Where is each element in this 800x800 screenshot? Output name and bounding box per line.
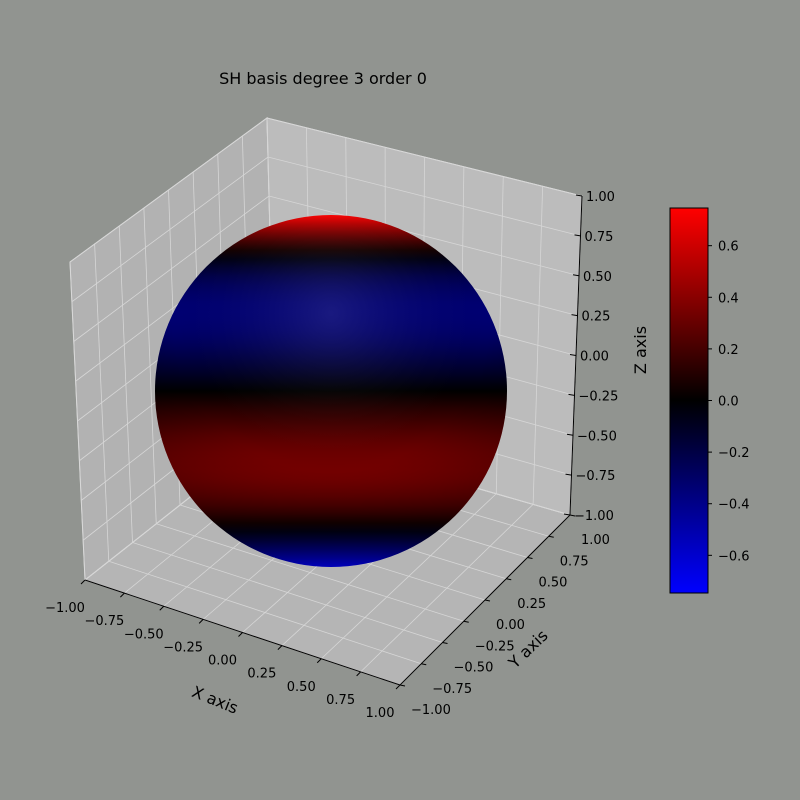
y-tick-label: −0.25 — [475, 639, 515, 654]
x-tick-mark — [159, 605, 165, 611]
z-tick-mark — [566, 433, 574, 436]
sphere-shading — [155, 215, 507, 567]
x-tick-mark — [316, 658, 322, 664]
z-tick-label: −1.00 — [574, 509, 614, 524]
x-ticks: −1.00−0.75−0.50−0.25 0.00 0.25 0.50 0.75 1.00 — [45, 579, 401, 721]
x-tick-label: 0.50 — [287, 680, 316, 695]
chart-title: SH basis degree 3 order 0 — [219, 69, 427, 88]
x-tick-label: −0.25 — [163, 640, 203, 655]
x-tick-label: 0.75 — [326, 693, 355, 708]
y-tick-mark — [569, 514, 576, 517]
y-tick-label: 1.00 — [581, 533, 610, 548]
colorbar-tick-label: 0.0 — [718, 395, 739, 410]
x-tick-mark — [356, 671, 361, 677]
x-tick-label: 0.25 — [247, 667, 276, 682]
z-tick-label: −0.50 — [577, 429, 617, 444]
z-axis-label: Z axis — [631, 326, 650, 374]
z-tick-mark — [572, 274, 580, 277]
x-tick-label: 1.00 — [366, 706, 395, 721]
z-tick-label: 0.50 — [583, 270, 612, 285]
x-tick-mark — [80, 579, 86, 585]
colorbar: −0.6 −0.4 −0.2 0.0 0.2 0.4 0.6 — [669, 207, 750, 594]
y-tick-label: 0.00 — [496, 618, 525, 633]
x-axis-label: X axis — [189, 682, 241, 718]
z-tick-mark — [568, 393, 575, 396]
z-tick-label: 0.00 — [580, 350, 609, 365]
x-tick-mark — [238, 632, 243, 637]
y-gridline — [94, 243, 422, 665]
colorbar-tick-label: 0.6 — [718, 240, 739, 255]
y-tick-mark — [463, 620, 469, 623]
y-tick-label: −0.75 — [432, 682, 472, 697]
z-gridline — [69, 117, 583, 263]
z-ticks: −1.00 −0.75 −0.50 −0.25 0.00 0.25 0.50 0.75 1.00 — [563, 190, 619, 524]
z-tick-mark — [574, 234, 581, 237]
y-tick-mark — [399, 684, 406, 687]
colorbar-tick-label: −0.4 — [718, 498, 750, 513]
z-tick-label: −0.75 — [576, 469, 616, 484]
z-tick-mark — [563, 513, 571, 516]
y-tick-mark — [421, 663, 427, 666]
x-tick-label: 0.00 — [208, 654, 237, 669]
x-tick-mark — [198, 619, 204, 624]
z-tick-label: 0.25 — [582, 310, 611, 325]
z-tick-mark — [575, 194, 583, 197]
colorbar-body — [669, 207, 709, 594]
z-tick-mark — [569, 354, 577, 356]
z-tick-label: 0.75 — [585, 230, 614, 245]
y-gridline — [118, 225, 443, 643]
y-tick-mark — [442, 642, 448, 644]
y-tick-label: 0.25 — [517, 597, 546, 612]
y-tick-mark — [506, 578, 512, 581]
colorbar-tick-label: 0.4 — [718, 291, 739, 306]
y-gridline — [143, 207, 464, 622]
colorbar-tick-label: 0.2 — [718, 343, 739, 358]
colorbar-ticks: −0.6 −0.4 −0.2 0.0 0.2 0.4 0.6 — [708, 240, 750, 564]
x-tick-label: −0.75 — [84, 614, 124, 629]
y-tick-mark — [548, 535, 554, 538]
sphere-surface — [155, 215, 507, 567]
y-tick-label: 0.75 — [560, 554, 589, 569]
y-tick-mark — [527, 557, 533, 559]
y-gridline — [168, 189, 486, 601]
x-tick-mark — [395, 684, 401, 690]
colorbar-tick-label: −0.6 — [718, 549, 750, 564]
x-tick-label: −0.50 — [124, 627, 164, 642]
x-tick-mark — [120, 592, 125, 598]
z-tick-mark — [565, 473, 572, 476]
x-tick-label: −1.00 — [45, 601, 85, 616]
z-tick-label: −0.25 — [579, 389, 619, 404]
y-tick-mark — [484, 599, 491, 602]
colorbar-tick-label: −0.2 — [718, 446, 750, 461]
y-tick-label: −1.00 — [411, 703, 451, 718]
x-tick-mark — [277, 645, 283, 650]
y-tick-label: 0.50 — [539, 576, 568, 591]
z-tick-label: 1.00 — [586, 190, 615, 205]
z-tick-mark — [571, 314, 578, 317]
y-ticks: −1.00 −0.75 −0.50 −0.25 0.00 0.25 0.50 0.75 1.00 — [399, 514, 610, 718]
y-tick-label: −0.50 — [454, 661, 494, 676]
